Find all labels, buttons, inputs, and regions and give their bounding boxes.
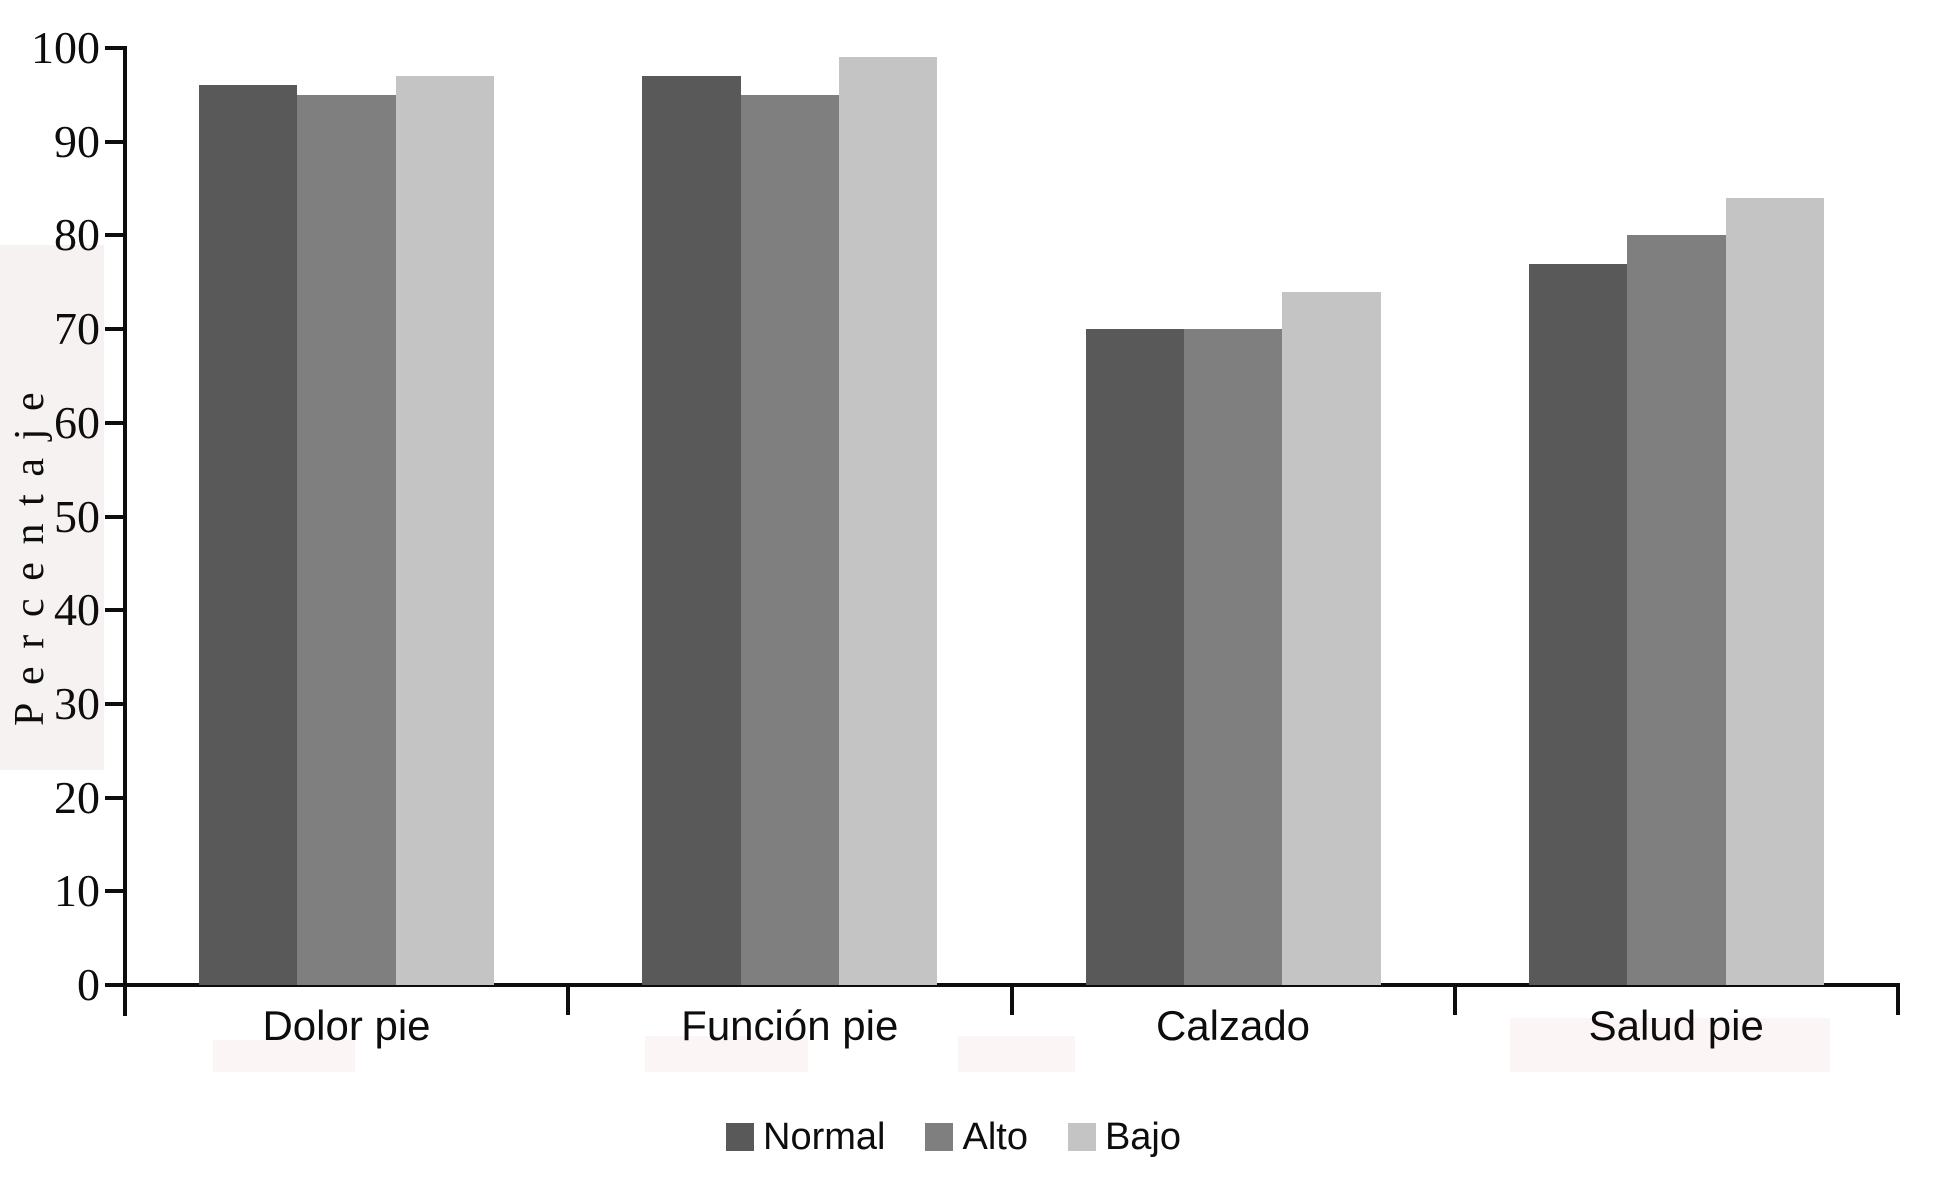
y-tick-100 — [105, 46, 123, 50]
legend-item-bajo: Bajo — [1067, 1116, 1182, 1158]
y-tick-40 — [105, 608, 123, 613]
legend-swatch-bajo — [1067, 1123, 1096, 1151]
y-tick-30 — [105, 701, 123, 706]
legend-label-bajo: Bajo — [1104, 1116, 1182, 1158]
y-tick-20 — [105, 795, 123, 800]
y-axis-line — [123, 46, 127, 1016]
category-label-dolor-pie: Dolor pie — [262, 1002, 431, 1049]
legend-swatch-normal — [726, 1123, 754, 1151]
bar-alto-salud-pie — [1627, 235, 1726, 985]
legend-label-alto: Alto — [962, 1116, 1028, 1158]
bar-alto-dolor-pie — [297, 94, 396, 985]
x-axis-tick-3 — [1452, 985, 1457, 1015]
y-tick-60 — [105, 420, 123, 425]
y-tick-label-100: 100 — [31, 22, 100, 73]
bar-alto-funcion-pie — [740, 94, 840, 985]
y-tick-label-80: 80 — [54, 209, 100, 261]
x-axis-tick-2 — [1009, 985, 1014, 1015]
y-tick-10 — [105, 889, 123, 894]
category-label-salud-pie: Salud pie — [1588, 1002, 1764, 1049]
y-tick-70 — [105, 327, 123, 332]
bar-bajo-salud-pie — [1725, 197, 1824, 985]
legend-label-normal: Normal — [763, 1116, 886, 1158]
y-tick-label-10: 10 — [54, 865, 100, 917]
category-label-calzado: Calzado — [1155, 1002, 1311, 1049]
legend-swatch-alto — [925, 1123, 954, 1151]
bar-normal-funcion-pie — [642, 76, 741, 985]
y-tick-50 — [105, 514, 123, 519]
y-tick-label-20: 20 — [54, 771, 100, 823]
y-tick-90 — [105, 139, 123, 144]
legend-item-normal: Normal — [726, 1118, 885, 1156]
y-tick-label-30: 30 — [54, 677, 100, 729]
bar-normal-dolor-pie — [199, 85, 298, 985]
y-tick-label-50: 50 — [54, 490, 100, 542]
bar-alto-calzado — [1183, 329, 1283, 985]
category-label-funcion-pie: Función pie — [681, 1002, 899, 1049]
bar-bajo-funcion-pie — [839, 57, 938, 985]
legend: Normal Alto Bajo — [726, 1118, 1181, 1156]
y-tick-label-90: 90 — [54, 115, 100, 167]
bar-normal-salud-pie — [1528, 263, 1628, 985]
bar-bajo-calzado — [1282, 291, 1381, 985]
y-tick-label-40: 40 — [54, 584, 100, 636]
y-tick-label-0: 0 — [77, 959, 100, 1010]
x-axis-tick-4 — [1896, 985, 1900, 1015]
y-tick-label-60: 60 — [54, 396, 100, 448]
legend-item-alto: Alto — [925, 1116, 1028, 1158]
y-tick-80 — [105, 233, 123, 238]
y-tick-label-70: 70 — [54, 303, 100, 355]
y-tick-0 — [105, 983, 123, 987]
x-axis-tick-1 — [566, 985, 571, 1015]
bar-bajo-dolor-pie — [395, 76, 495, 985]
bar-normal-calzado — [1085, 329, 1184, 985]
